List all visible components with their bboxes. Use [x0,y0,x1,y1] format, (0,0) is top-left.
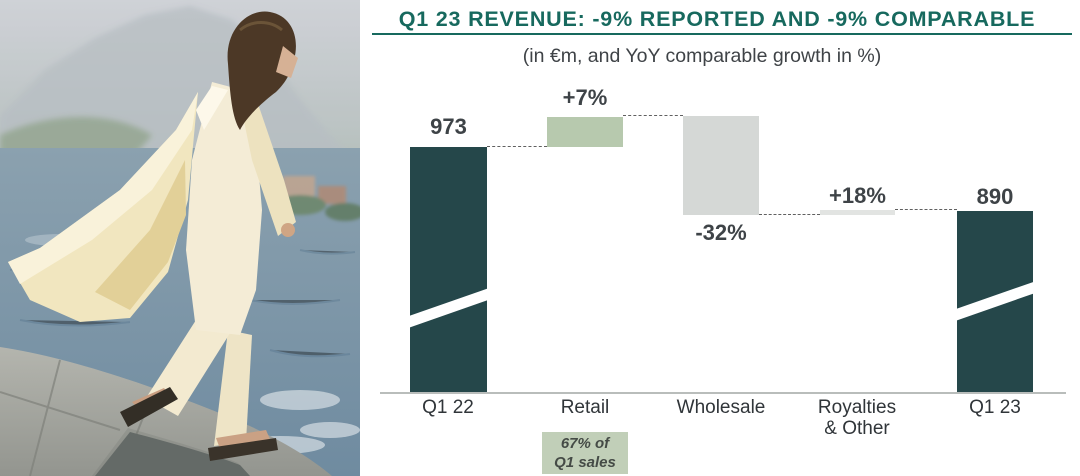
photo-model-hair [227,11,296,130]
bar-retail [547,117,623,147]
axis-break-slash [957,278,1033,323]
value-label-q1-22: 973 [430,114,467,139]
bar-q1-22 [410,147,487,392]
chart-subtitle: (in €m, and YoY comparable growth in %) [522,45,882,67]
connector-dash [487,146,547,147]
x-label-q1-22: Q1 22 [422,397,474,418]
x-label-retail: Retail [560,397,610,418]
bar-wholesale [683,116,759,215]
retail-share-badge-text: 67% of Q1 sales [554,435,616,471]
hero-photo [0,0,360,476]
connector-dash [623,115,683,116]
page-title: Q1 23 REVENUE: -9% REPORTED AND -9% COMP… [398,7,1036,31]
axis-break-slash [410,285,487,330]
x-label-royalties-other: Royalties & Other [817,397,897,439]
connector-dash [895,209,957,210]
x-label-q1-23: Q1 23 [969,397,1021,418]
value-label-retail: +7% [562,85,608,110]
value-label-wholesale: -32% [695,220,747,245]
x-axis-line [380,392,1066,394]
photo-model [8,11,298,461]
photo-model-face [276,46,298,78]
title-underline [372,33,1072,35]
value-label-royalties: +18% [829,183,886,208]
retail-share-badge: 67% of Q1 sales [542,432,628,474]
value-label-q1-23: 890 [976,184,1014,209]
lakeside-photo-illustration [0,0,360,476]
connector-dash [759,214,820,215]
bar-royalties-other [820,210,895,215]
bar-q1-23 [957,211,1033,392]
x-label-wholesale: Wholesale [676,397,766,418]
photo-shoreline-buildings [274,176,360,221]
